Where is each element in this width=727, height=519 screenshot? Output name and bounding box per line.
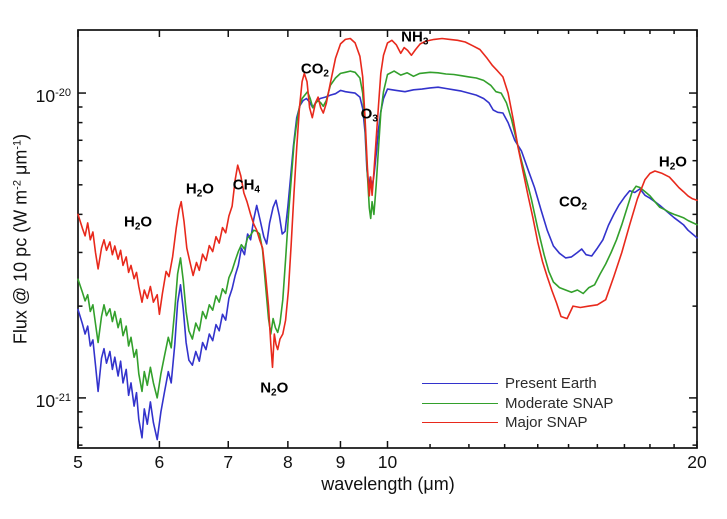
legend: Present Earth Moderate SNAP Major SNAP bbox=[422, 374, 613, 433]
x-tick-label-8: 8 bbox=[282, 452, 293, 472]
annotation-co2-left: CO2 bbox=[300, 60, 329, 80]
legend-item-present-earth: Present Earth bbox=[422, 374, 613, 394]
annotation-h2o-left: H2O bbox=[124, 213, 153, 233]
legend-item-major-snap: Major SNAP bbox=[422, 413, 613, 433]
x-axis-title: wavelength (μm) bbox=[321, 474, 455, 494]
x-tick-label-20: 20 bbox=[687, 452, 707, 472]
plot-frame bbox=[77, 29, 698, 449]
series-line-present-earth bbox=[77, 86, 698, 441]
annotation-n2o: N2O bbox=[260, 379, 289, 399]
x-tick-label-7: 7 bbox=[223, 452, 234, 472]
series-line-moderate-snap bbox=[77, 70, 698, 399]
x-tick-label-10: 10 bbox=[377, 452, 398, 472]
x-tick-label-5: 5 bbox=[73, 452, 83, 472]
x-tick-label-6: 6 bbox=[154, 452, 165, 472]
legend-line-major-snap bbox=[422, 422, 498, 424]
annotation-h2o-right: H2O bbox=[658, 153, 687, 173]
x-tick-label-9: 9 bbox=[335, 452, 346, 472]
annotation-co2-right: CO2 bbox=[558, 193, 588, 213]
legend-line-present-earth bbox=[422, 383, 498, 385]
y-tick-label-10e-20: 10-20 bbox=[35, 86, 71, 107]
legend-item-moderate-snap: Moderate SNAP bbox=[422, 394, 613, 414]
legend-line-moderate-snap bbox=[422, 402, 498, 404]
annotation-ch4: CH4 bbox=[232, 176, 260, 196]
annotation-o3: O3 bbox=[360, 105, 378, 125]
legend-label-present-earth: Present Earth bbox=[505, 375, 597, 393]
annotation-nh3: NH3 bbox=[401, 28, 429, 48]
annotation-h2o-mid: H2O bbox=[185, 180, 214, 200]
y-axis-title: Flux @ 10 pc (W m-2 μm-1) bbox=[10, 133, 31, 345]
legend-label-moderate-snap: Moderate SNAP bbox=[505, 394, 614, 412]
legend-label-major-snap: Major SNAP bbox=[505, 414, 588, 432]
y-tick-label-10e-21: 10-21 bbox=[35, 390, 71, 411]
series-line-major-snap bbox=[77, 37, 698, 369]
